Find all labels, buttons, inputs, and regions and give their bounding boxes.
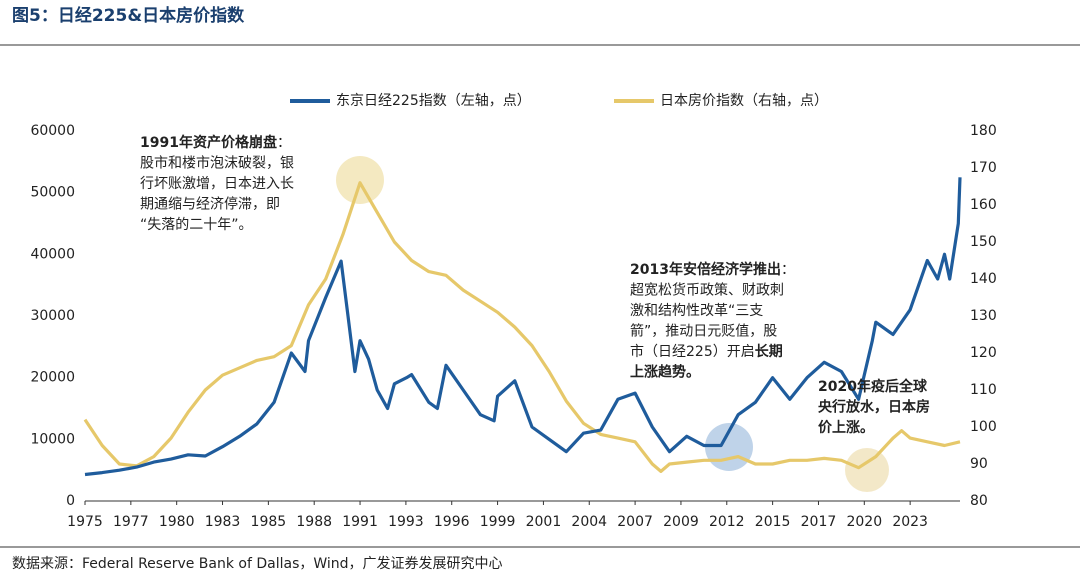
x-tick-label: 1999 [480,514,516,530]
annotation-text: 长期 [755,343,783,360]
annotation-line: 上涨趋势。 [630,364,700,381]
annotation-line: 股市和楼市泡沫破裂，银 [140,155,294,172]
annotation-line: 行坏账激增，日本进入长 [140,175,294,192]
y2-tick-label: 170 [970,160,997,176]
data-line [83,181,961,473]
annotation-text: 行坏账激增，日本进入长 [140,175,294,192]
annotation-text: 箭”，推动日元贬值，股 [630,323,777,340]
annotation-line: 2013年安倍经济学推出： [630,261,795,278]
x-tick-label: 1980 [159,514,195,530]
annotation-text: ： [781,262,795,278]
annotation-text: “失落的二十年”。 [140,217,253,233]
x-tick-label: 2020 [846,514,882,530]
x-tick-label: 2007 [617,514,653,530]
annotation-line: 价上涨。 [818,420,874,436]
x-tick-label: 1983 [205,514,241,530]
annotation-line: 激和结构性改革“三支 [630,302,763,319]
x-tick-label: 1988 [296,514,332,530]
x-tick-label: 1975 [67,514,103,530]
x-tick-label: 2017 [801,514,837,530]
annotation-text: 超宽松货币政策、财政刺 [630,282,784,299]
annotation-text: 央行放水，日本房 [818,399,930,416]
annotation-text: 价上涨。 [818,420,874,436]
y-tick-label: 40000 [30,246,75,262]
annotation-line: 超宽松货币政策、财政刺 [630,282,784,299]
y-tick-label: 60000 [30,123,75,139]
y-tick-label: 50000 [30,185,75,201]
x-tick-label: 1996 [434,514,470,530]
y-tick-label: 0 [66,493,75,509]
annotation-text: ： [277,135,291,151]
legend-label: 东京日经225指数（左轴，点） [336,93,531,109]
y2-tick-label: 110 [970,382,997,398]
y2-tick-label: 180 [970,123,997,139]
annotation-text: 2013年安倍经济学推出 [630,261,781,278]
annotation-text: 1991年资产价格崩盘 [140,134,277,151]
annotation-line: “失落的二十年”。 [140,217,253,233]
annotation-text: 2020年疫后全球 [818,378,928,395]
x-tick-label: 1985 [251,514,287,530]
x-tick-label: 2009 [663,514,699,530]
y2-tick-label: 90 [970,456,988,472]
y2-tick-label: 140 [970,271,997,287]
annotation-line: 市（日经225）开启长期 [630,343,783,360]
annotation-line: 期通缩与经济停滞，即 [140,196,280,213]
y-tick-label: 10000 [30,431,75,447]
source-note: 数据来源：Federal Reserve Bank of Dallas，Wind… [12,556,503,572]
x-tick-label: 2015 [755,514,791,530]
x-tick-label: 2012 [709,514,745,530]
annotation-text: 期通缩与经济停滞，即 [140,196,280,213]
y2-tick-label: 130 [970,308,997,324]
y2-tick-label: 160 [970,197,997,213]
annotation-line: 央行放水，日本房 [818,399,930,416]
highlight-circle [845,448,889,492]
annotation-text: 市（日经225）开启 [630,343,755,360]
x-tick-label: 1991 [342,514,378,530]
annotation-line: 1991年资产价格崩盘： [140,134,291,151]
x-tick-label: 2023 [892,514,928,530]
annotation-text: 上涨趋势。 [630,364,700,381]
data-line [84,177,962,477]
x-tick-label: 1993 [388,514,424,530]
annotation-line: 箭”，推动日元贬值，股 [630,323,777,340]
y-tick-label: 30000 [30,308,75,324]
annotation-line: 2020年疫后全球 [818,378,928,395]
highlight-circle [336,156,384,204]
y2-tick-label: 150 [970,234,997,250]
annotation-text: 激和结构性改革“三支 [630,302,763,319]
y-tick-label: 20000 [30,370,75,386]
x-tick-label: 2004 [571,514,607,530]
y2-tick-label: 80 [970,493,988,509]
x-tick-label: 2001 [526,514,562,530]
page-title: 图5：日经225&日本房价指数 [12,5,245,26]
y2-tick-label: 100 [970,419,997,435]
y2-tick-label: 120 [970,345,997,361]
annotation-text: 股市和楼市泡沫破裂，银 [140,155,294,172]
legend-label: 日本房价指数（右轴，点） [660,93,828,109]
x-tick-label: 1977 [113,514,149,530]
